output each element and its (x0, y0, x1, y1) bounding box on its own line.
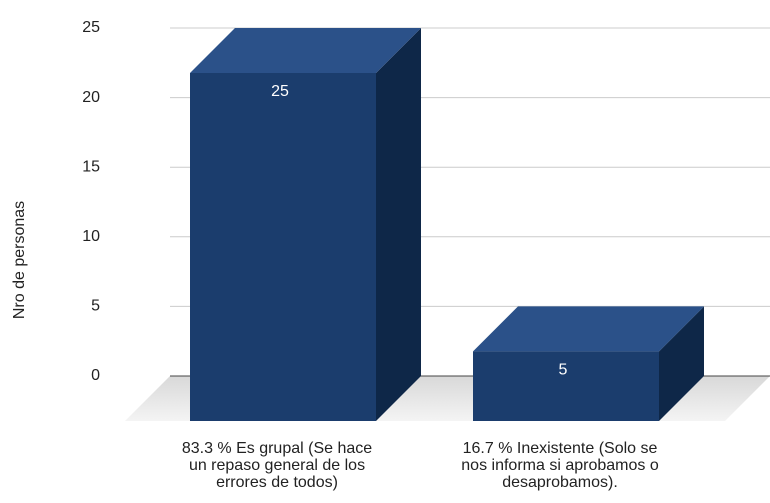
label-line: 83.3 % Es grupal (Se hace (182, 440, 372, 457)
label-line: desaprobamos). (502, 474, 618, 491)
label-line: nos informa si aprobamos o (461, 457, 659, 474)
label-line: un repaso general de los (189, 457, 365, 474)
value-label: 5 (559, 362, 568, 379)
y-tick-label: 25 (82, 19, 100, 36)
bar-top (473, 306, 704, 352)
y-tick-label: 5 (91, 298, 100, 315)
x-tick-label: 16.7 % Inexistente (Solo se nos informa s… (461, 440, 659, 491)
bar-side (376, 28, 421, 421)
bar-side (659, 306, 704, 421)
bar (190, 28, 421, 421)
bar-front (190, 73, 376, 421)
y-axis-label: Nro de personas (11, 201, 28, 319)
y-tick-label: 0 (91, 367, 100, 384)
bar (473, 306, 704, 421)
label-line: errores de todos) (216, 474, 338, 491)
bar-front (473, 351, 659, 421)
y-tick-label: 20 (82, 89, 100, 106)
x-tick-label: 83.3 % Es grupal (Se hace un repaso gener… (182, 440, 372, 491)
bar-top (190, 28, 421, 73)
y-tick-label: 15 (82, 158, 100, 175)
y-tick-label: 10 (82, 228, 100, 245)
label-line: 16.7 % Inexistente (Solo se (463, 440, 658, 457)
value-label: 25 (271, 83, 289, 100)
